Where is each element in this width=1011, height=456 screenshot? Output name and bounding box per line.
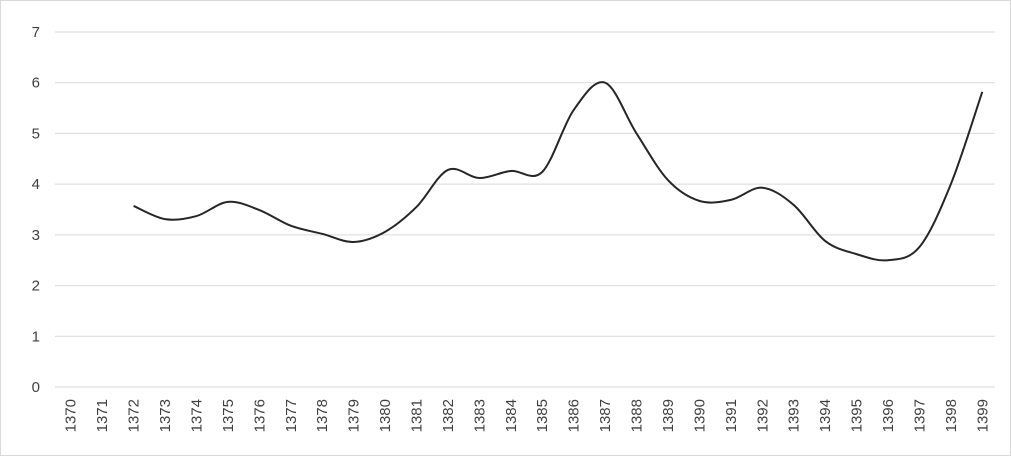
x-tick-label: 1384 [503, 399, 520, 432]
x-tick-label: 1392 [754, 399, 771, 432]
x-tick-label: 1385 [534, 399, 551, 432]
x-tick-label: 1388 [629, 399, 646, 432]
x-tick-label: 1372 [126, 399, 143, 432]
x-tick-label: 1375 [220, 399, 237, 432]
x-tick-label: 1396 [880, 399, 897, 432]
x-tick-label: 1387 [597, 399, 614, 432]
x-tick-label: 1374 [188, 399, 205, 432]
x-tick-label: 1398 [943, 399, 960, 432]
x-tick-label: 1394 [817, 399, 834, 432]
y-tick-label: 3 [32, 227, 40, 244]
x-tick-label: 1383 [471, 399, 488, 432]
y-tick-label: 7 [32, 24, 40, 41]
y-tick-label: 0 [32, 379, 40, 396]
x-tick-label: 1397 [911, 399, 928, 432]
x-tick-label: 1391 [723, 399, 740, 432]
x-tick-label: 1393 [786, 399, 803, 432]
x-tick-label: 1389 [660, 399, 677, 432]
x-tick-label: 1377 [283, 399, 300, 432]
x-tick-label: 1395 [849, 399, 866, 432]
x-tick-label: 1371 [94, 399, 111, 432]
x-tick-label: 1386 [566, 399, 583, 432]
x-tick-label: 1379 [346, 399, 363, 432]
x-tick-label: 1390 [691, 399, 708, 432]
x-tick-label: 1373 [157, 399, 174, 432]
y-tick-label: 6 [32, 75, 40, 92]
chart: 0 1 2 3 4 5 6 7 1370 1371 1372 1373 1374 1375 1376 1377… [0, 0, 1011, 456]
y-tick-label: 1 [32, 328, 40, 345]
y-tick-label: 2 [32, 278, 40, 295]
x-tick-label: 1376 [251, 399, 268, 432]
x-tick-label: 1370 [63, 399, 80, 432]
x-tick-label: 1380 [377, 399, 394, 432]
y-tick-label: 4 [32, 176, 40, 193]
y-tick-label: 5 [32, 125, 40, 142]
x-tick-label: 1382 [440, 399, 457, 432]
x-tick-label: 1399 [974, 399, 991, 432]
x-tick-label: 1381 [408, 399, 425, 432]
x-tick-label: 1378 [314, 399, 331, 432]
